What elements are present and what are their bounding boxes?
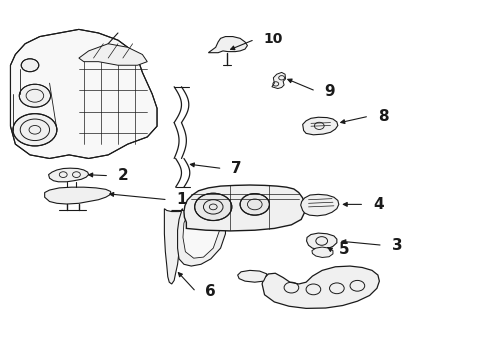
Polygon shape	[301, 194, 339, 216]
Polygon shape	[262, 266, 379, 309]
Polygon shape	[208, 37, 247, 53]
Text: 2: 2	[118, 168, 129, 183]
Text: 4: 4	[373, 197, 384, 212]
Polygon shape	[238, 270, 267, 282]
Polygon shape	[45, 187, 111, 204]
Circle shape	[19, 84, 50, 107]
Text: 6: 6	[205, 284, 216, 300]
Text: 1: 1	[176, 192, 187, 207]
Polygon shape	[272, 72, 286, 89]
Text: 9: 9	[325, 84, 335, 99]
Polygon shape	[49, 168, 89, 182]
Circle shape	[13, 114, 57, 146]
Text: 5: 5	[339, 242, 350, 257]
Circle shape	[195, 193, 232, 221]
Polygon shape	[303, 117, 338, 135]
Polygon shape	[172, 211, 225, 266]
Polygon shape	[184, 185, 305, 231]
Text: 3: 3	[392, 238, 402, 253]
Text: 7: 7	[231, 161, 242, 176]
Polygon shape	[10, 30, 157, 158]
Text: 10: 10	[264, 32, 283, 46]
Polygon shape	[312, 247, 333, 257]
Polygon shape	[183, 218, 220, 258]
Polygon shape	[307, 233, 337, 249]
Polygon shape	[164, 209, 182, 284]
Text: 8: 8	[378, 109, 389, 124]
Circle shape	[240, 194, 270, 215]
Polygon shape	[79, 44, 147, 65]
Circle shape	[21, 59, 39, 72]
